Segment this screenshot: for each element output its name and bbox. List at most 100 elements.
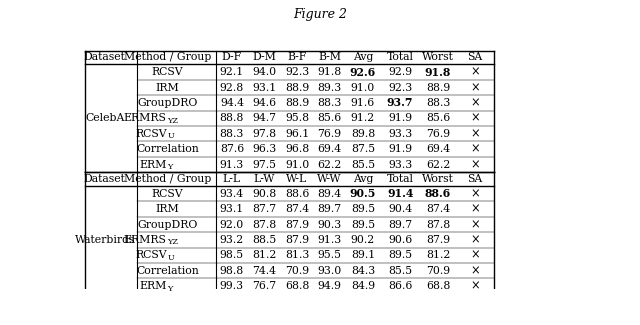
- Text: 89.5: 89.5: [351, 204, 375, 214]
- Text: 91.3: 91.3: [317, 235, 342, 245]
- Text: 95.8: 95.8: [285, 113, 309, 123]
- Text: 98.8: 98.8: [220, 266, 244, 276]
- Text: 96.1: 96.1: [285, 129, 309, 139]
- Text: 89.7: 89.7: [317, 204, 342, 214]
- Text: D-F: D-F: [222, 52, 242, 62]
- Text: 88.3: 88.3: [317, 98, 342, 108]
- Text: ×: ×: [470, 81, 480, 94]
- Text: 88.3: 88.3: [426, 98, 450, 108]
- Text: Avg: Avg: [353, 174, 373, 184]
- Text: 89.3: 89.3: [317, 83, 342, 93]
- Text: 92.8: 92.8: [220, 83, 244, 93]
- Text: 93.1: 93.1: [220, 204, 244, 214]
- Text: U: U: [168, 254, 174, 262]
- Text: YZ: YZ: [167, 117, 178, 125]
- Text: Correlation: Correlation: [136, 266, 199, 276]
- Text: Method / Group: Method / Group: [124, 52, 211, 62]
- Text: 89.1: 89.1: [351, 250, 375, 260]
- Text: 87.7: 87.7: [252, 204, 276, 214]
- Text: 92.3: 92.3: [388, 83, 412, 93]
- Text: 93.7: 93.7: [387, 98, 413, 109]
- Text: RCSV: RCSV: [152, 189, 184, 199]
- Text: ×: ×: [470, 264, 480, 277]
- Text: ×: ×: [470, 280, 480, 293]
- Text: 89.8: 89.8: [351, 129, 375, 139]
- Text: 89.4: 89.4: [317, 189, 342, 199]
- Text: 93.0: 93.0: [317, 266, 342, 276]
- Text: 93.3: 93.3: [388, 129, 412, 139]
- Text: 87.4: 87.4: [285, 204, 309, 214]
- Text: 92.3: 92.3: [285, 67, 309, 77]
- Text: U: U: [168, 132, 174, 140]
- Text: GroupDRO: GroupDRO: [138, 220, 198, 229]
- Text: 92.0: 92.0: [220, 220, 244, 229]
- Text: 74.4: 74.4: [252, 266, 276, 276]
- Text: 91.6: 91.6: [351, 98, 375, 108]
- Text: B-M: B-M: [318, 52, 341, 62]
- Text: ERMRS: ERMRS: [123, 235, 166, 245]
- Text: B-F: B-F: [287, 52, 307, 62]
- Text: Y: Y: [168, 285, 173, 292]
- Text: 97.5: 97.5: [252, 160, 276, 170]
- Text: 70.9: 70.9: [285, 266, 309, 276]
- Text: 88.9: 88.9: [426, 83, 450, 93]
- Text: 91.3: 91.3: [220, 160, 244, 170]
- Text: Y: Y: [168, 163, 173, 171]
- Text: 94.7: 94.7: [252, 113, 276, 123]
- Text: SA: SA: [468, 52, 483, 62]
- Text: 81.3: 81.3: [285, 250, 309, 260]
- Text: 90.8: 90.8: [252, 189, 276, 199]
- Text: 91.0: 91.0: [351, 83, 375, 93]
- Text: RCSV: RCSV: [135, 250, 167, 260]
- Text: Avg: Avg: [353, 52, 373, 62]
- Text: 89.5: 89.5: [388, 250, 412, 260]
- Text: 87.9: 87.9: [285, 220, 309, 229]
- Text: 92.6: 92.6: [349, 67, 376, 78]
- Text: 92.9: 92.9: [388, 67, 412, 77]
- Text: 90.4: 90.4: [388, 204, 412, 214]
- Text: 94.0: 94.0: [252, 67, 276, 77]
- Text: IRM: IRM: [156, 204, 179, 214]
- Text: 91.9: 91.9: [388, 113, 412, 123]
- Text: 91.2: 91.2: [351, 113, 375, 123]
- Text: 96.3: 96.3: [252, 144, 276, 154]
- Text: CelebA: CelebA: [85, 113, 125, 123]
- Text: 95.5: 95.5: [317, 250, 342, 260]
- Text: Figure 2: Figure 2: [293, 8, 347, 21]
- Text: 91.8: 91.8: [317, 67, 342, 77]
- Text: Total: Total: [387, 52, 413, 62]
- Text: IRM: IRM: [156, 83, 179, 93]
- Text: 90.5: 90.5: [349, 188, 376, 199]
- Text: 94.6: 94.6: [252, 98, 276, 108]
- Text: 96.8: 96.8: [285, 144, 309, 154]
- Text: 90.6: 90.6: [388, 235, 412, 245]
- Text: ERMRS: ERMRS: [123, 113, 166, 123]
- Text: 89.5: 89.5: [351, 220, 375, 229]
- Text: 94.9: 94.9: [317, 281, 342, 291]
- Text: 87.9: 87.9: [426, 235, 450, 245]
- Text: ×: ×: [470, 203, 480, 216]
- Text: 89.7: 89.7: [388, 220, 412, 229]
- Text: 85.6: 85.6: [317, 113, 342, 123]
- Text: ×: ×: [470, 66, 480, 79]
- Text: 62.2: 62.2: [426, 160, 450, 170]
- Text: 99.3: 99.3: [220, 281, 244, 291]
- Text: Total: Total: [387, 174, 413, 184]
- Text: D-M: D-M: [253, 52, 276, 62]
- Text: 87.4: 87.4: [426, 204, 450, 214]
- Text: ×: ×: [470, 143, 480, 156]
- Text: 68.8: 68.8: [426, 281, 450, 291]
- Text: 90.3: 90.3: [317, 220, 342, 229]
- Text: GroupDRO: GroupDRO: [138, 98, 198, 108]
- Text: YZ: YZ: [167, 239, 178, 246]
- Text: 91.4: 91.4: [387, 188, 413, 199]
- Text: 88.6: 88.6: [285, 189, 309, 199]
- Text: 81.2: 81.2: [252, 250, 276, 260]
- Text: 97.8: 97.8: [252, 129, 276, 139]
- Text: 92.1: 92.1: [220, 67, 244, 77]
- Text: Correlation: Correlation: [136, 144, 199, 154]
- Text: 87.9: 87.9: [285, 235, 309, 245]
- Text: 86.6: 86.6: [388, 281, 412, 291]
- Text: 62.2: 62.2: [317, 160, 342, 170]
- Text: 88.9: 88.9: [285, 83, 309, 93]
